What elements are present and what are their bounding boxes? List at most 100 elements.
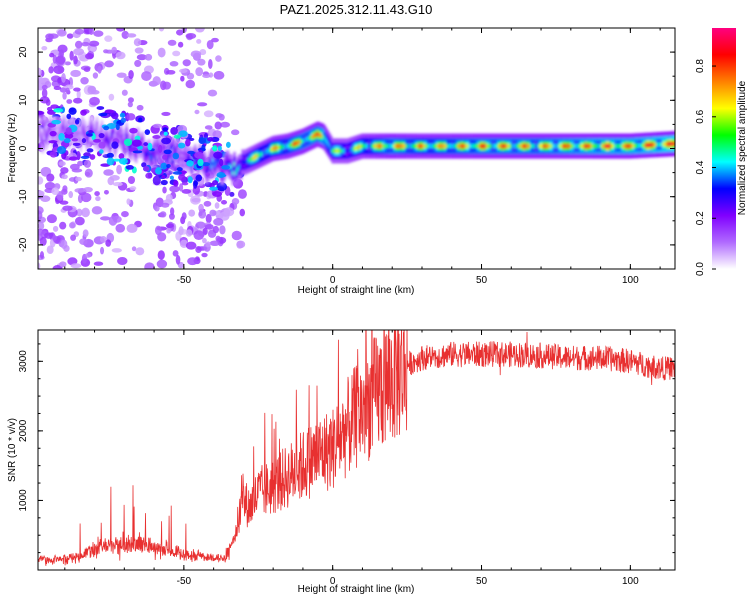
- spectrogram-cell: [74, 129, 78, 134]
- spectrogram-cell: [447, 143, 451, 149]
- spectrogram-blob: [93, 138, 101, 143]
- spectrogram-cell: [272, 146, 276, 151]
- spectrogram-blob: [225, 141, 231, 148]
- spectrogram-cell: [617, 143, 621, 149]
- spectrogram-cell: [501, 143, 505, 149]
- spectrogram-blob: [239, 208, 246, 217]
- spectrogram-blob: [219, 225, 226, 235]
- spectrogram-blob: [83, 67, 91, 73]
- spectrogram-cell: [118, 133, 122, 138]
- spectrogram-cell: [559, 143, 562, 149]
- spectrogram-cell: [54, 133, 58, 138]
- spectrogram-cell: [149, 155, 153, 160]
- spectrogram-cell: [184, 150, 187, 156]
- spectrogram-blob: [61, 174, 68, 180]
- spectrogram-blob: [127, 101, 133, 108]
- spectrogram-cell: [575, 143, 579, 149]
- spectrogram-blob: [178, 130, 188, 137]
- spectrogram-blob: [89, 154, 96, 160]
- spectrogram-blob: [74, 40, 83, 49]
- snr-frame: [37, 329, 676, 571]
- spectrogram-cell: [400, 143, 403, 149]
- spectrogram-cell: [300, 139, 303, 144]
- spectrogram-cell: [635, 143, 639, 148]
- spectrogram-blob: [169, 185, 180, 193]
- spectrogram-cell: [274, 145, 277, 151]
- spectrogram-blob: [206, 39, 214, 50]
- spectrogram-cell: [62, 124, 66, 130]
- spectrogram-blob: [190, 50, 202, 58]
- spectrogram-blob: [97, 65, 102, 74]
- spectrogram-cell: [346, 148, 349, 154]
- spectrogram-cell: [441, 143, 444, 149]
- spectrogram-cell: [668, 141, 672, 147]
- spectrogram-cell: [72, 134, 76, 139]
- spectrogram-panel: -50 0 50 100 -20 -10 0 10 20 Height of straight…: [7, 27, 748, 296]
- spectrogram-cell: [483, 143, 487, 149]
- spectrogram-blob: [182, 59, 191, 67]
- spectrogram-cell: [249, 157, 253, 162]
- spectrogram-blob: [195, 221, 206, 229]
- spectrogram-blob: [202, 227, 208, 236]
- spectrogram-cell: [56, 138, 60, 143]
- colorbar-ticks: 0.0 0.2 0.4 0.6 0.8: [695, 59, 716, 276]
- spectrogram-blob: [157, 47, 166, 58]
- spectrogram-cell: [130, 145, 133, 150]
- spectrogram-cell: [175, 147, 179, 153]
- spectrogram-blob: [207, 89, 218, 97]
- spectrogram-blob: [220, 200, 228, 205]
- spectrogram-cell: [208, 160, 212, 166]
- spectrogram-cell: [670, 141, 673, 147]
- spectrogram-blob: [154, 225, 162, 236]
- colorbar-tick-label: 0.4: [695, 160, 706, 174]
- spectrogram-cell: [421, 143, 425, 149]
- spectrogram-cell: [554, 143, 557, 149]
- spectrogram-blob: [138, 117, 143, 123]
- spectrogram-cell: [539, 143, 543, 149]
- spectrogram-blob: [162, 154, 168, 160]
- spectrogram-cell: [419, 143, 423, 149]
- spectrogram-blob: [72, 142, 81, 146]
- spectrogram-cell: [480, 143, 484, 149]
- spectrogram-cell: [262, 150, 266, 156]
- spectrogram-cell: [143, 150, 146, 156]
- spectrogram-blob: [89, 96, 100, 106]
- spectrogram-cell: [396, 143, 400, 149]
- spectrogram-cell: [547, 143, 551, 149]
- spectrogram-blob: [81, 138, 87, 144]
- spectrogram-blob: [106, 157, 115, 166]
- spectrogram-cell: [195, 157, 199, 163]
- spectrogram-cell: [429, 143, 433, 149]
- spectrogram-blob: [73, 97, 83, 104]
- spectrogram-cell: [360, 144, 364, 149]
- spectrogram-blob: [69, 50, 74, 61]
- spectrogram-blob: [70, 234, 77, 241]
- spectrogram-cell: [549, 143, 552, 149]
- spectrogram-cell: [434, 143, 438, 149]
- spectrogram-cell: [449, 143, 452, 149]
- spectrogram-cell: [187, 155, 191, 160]
- spectrogram-cell: [482, 143, 485, 149]
- spectrogram-cell: [182, 157, 186, 162]
- spectrogram-cell: [604, 143, 608, 149]
- spectrogram-cell: [616, 143, 619, 149]
- spectrogram-blob: [160, 202, 170, 208]
- spectrogram-blob: [88, 40, 100, 47]
- spectrogram-cell: [266, 149, 269, 154]
- spectrogram-blob: [202, 237, 207, 244]
- spectrogram-blob: [59, 200, 69, 205]
- spectrogram-blob: [127, 176, 136, 185]
- figure-title: PAZ1.2025.312.11.43.G10: [280, 2, 433, 17]
- spectrogram-blob: [99, 216, 111, 221]
- spectrogram-blob: [99, 235, 107, 243]
- spectrogram-blob: [50, 104, 59, 109]
- spectrogram-blob: [205, 172, 210, 177]
- spectrogram-blob: [144, 53, 153, 61]
- spectrogram-blob: [141, 162, 147, 168]
- spectrogram-blob: [179, 68, 188, 74]
- spectrogram-blob: [121, 210, 129, 218]
- spectrogram-blob: [181, 189, 192, 194]
- spectrogram-blob: [41, 45, 48, 51]
- spectrogram-blob: [231, 197, 240, 205]
- spectrogram-cell: [151, 154, 155, 160]
